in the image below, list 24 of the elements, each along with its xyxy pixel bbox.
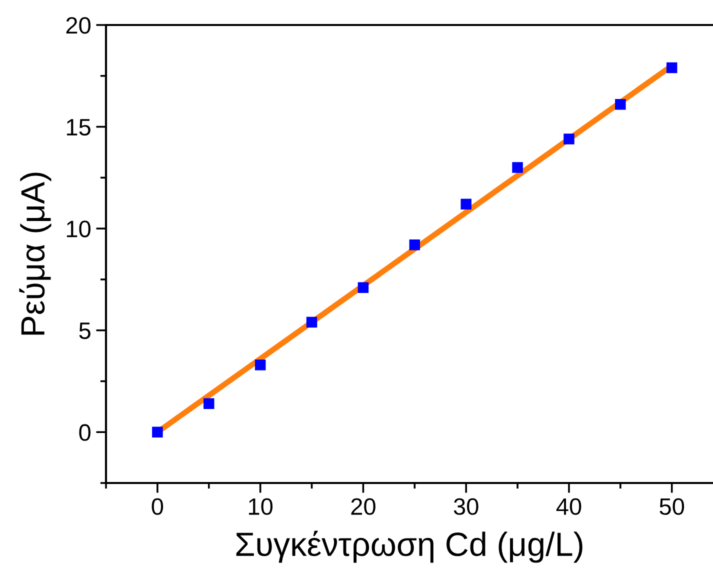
x-tick-label: 50 bbox=[660, 498, 684, 515]
y-tick-label: 0 bbox=[79, 424, 90, 441]
point bbox=[564, 134, 574, 144]
point bbox=[152, 426, 163, 438]
point bbox=[409, 239, 420, 250]
y-axis-title: Ρεύμα (μA) bbox=[19, 172, 52, 335]
point bbox=[358, 282, 369, 293]
point bbox=[460, 198, 472, 210]
y-tick-label: 10 bbox=[66, 220, 90, 238]
y-tick-label: 20 bbox=[66, 17, 90, 34]
y-tick-label: 15 bbox=[66, 119, 90, 136]
point bbox=[204, 398, 214, 409]
point bbox=[615, 99, 626, 110]
x-axis-title: Συγκέντρωση Cd (μg/L) bbox=[236, 530, 582, 563]
point bbox=[512, 162, 523, 173]
point bbox=[666, 62, 678, 74]
x-tick-label: 30 bbox=[454, 498, 478, 515]
point bbox=[306, 316, 318, 328]
x-tick-label: 0 bbox=[152, 498, 164, 515]
x-tick-label: 20 bbox=[351, 498, 376, 515]
x-tick-label: 10 bbox=[248, 498, 273, 515]
x-tick-label: 40 bbox=[556, 498, 582, 515]
point bbox=[254, 360, 266, 370]
y-tick-label: 5 bbox=[79, 322, 90, 340]
